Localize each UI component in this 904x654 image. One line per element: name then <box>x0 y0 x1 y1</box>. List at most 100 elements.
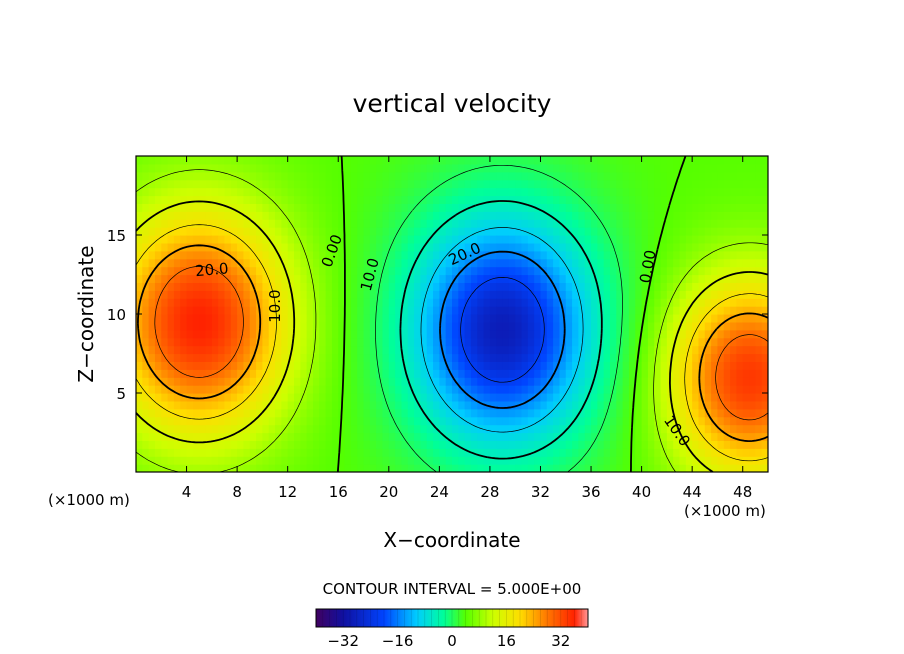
field-cell <box>546 456 554 465</box>
field-cell <box>647 440 655 449</box>
field-cell <box>439 361 447 370</box>
field-cell <box>205 361 213 370</box>
field-cell <box>483 353 491 362</box>
field-cell <box>249 163 257 173</box>
field-cell <box>610 290 617 299</box>
field-cell <box>673 377 681 386</box>
field-cell <box>275 211 282 220</box>
field-cell <box>452 156 459 165</box>
field-cell <box>218 432 226 441</box>
field-cell <box>603 179 611 189</box>
field-cell <box>420 369 428 378</box>
field-cell <box>306 298 314 307</box>
field-cell <box>300 203 308 212</box>
field-cell <box>534 329 542 339</box>
field-cell <box>711 211 719 220</box>
field-cell <box>458 187 466 197</box>
field-cell <box>483 361 491 370</box>
field-cell <box>749 369 756 378</box>
field-cell <box>319 456 327 465</box>
field-cell <box>433 408 440 418</box>
field-cell <box>205 369 213 378</box>
field-cell <box>433 440 440 449</box>
field-cell <box>136 171 143 181</box>
field-cell <box>142 290 150 299</box>
field-cell <box>477 456 485 465</box>
field-cell <box>401 156 409 165</box>
field-cell <box>654 353 662 362</box>
field-cell <box>268 440 276 449</box>
field-cell <box>502 242 510 252</box>
field-cell <box>666 266 674 276</box>
field-cell <box>717 456 725 465</box>
field-cell <box>173 282 181 291</box>
field-cell <box>546 219 554 228</box>
field-cell <box>521 314 529 323</box>
field-cell <box>218 163 226 173</box>
field-cell <box>761 242 768 252</box>
field-cell <box>660 353 668 362</box>
field-cell <box>673 393 681 402</box>
field-cell <box>173 274 181 283</box>
field-cell <box>749 337 756 347</box>
field-cell <box>736 203 744 212</box>
field-cell <box>205 171 213 181</box>
field-cell <box>515 203 523 212</box>
field-cell <box>673 306 681 315</box>
field-cell <box>426 408 434 418</box>
field-cell <box>136 448 143 457</box>
field-cell <box>673 385 681 394</box>
field-cell <box>717 211 725 220</box>
field-cell <box>369 369 377 378</box>
field-cell <box>635 163 643 173</box>
field-cell <box>761 353 768 362</box>
field-cell <box>711 377 719 386</box>
field-cell <box>363 353 371 362</box>
field-cell <box>610 298 617 307</box>
field-cell <box>414 242 421 252</box>
field-cell <box>300 408 308 418</box>
field-cell <box>584 314 592 323</box>
field-cell <box>407 250 415 260</box>
field-cell <box>275 424 282 434</box>
field-cell <box>420 321 428 331</box>
field-cell <box>673 258 681 268</box>
field-cell <box>591 345 598 355</box>
field-cell <box>591 242 598 252</box>
field-cell <box>199 258 207 268</box>
field-cell <box>161 227 169 236</box>
field-cell <box>445 258 453 268</box>
field-cell <box>199 282 207 291</box>
field-cell <box>597 369 605 378</box>
field-cell <box>426 258 434 268</box>
field-cell <box>192 440 200 449</box>
field-cell <box>230 361 238 370</box>
field-cell <box>224 179 232 189</box>
field-cell <box>458 290 466 299</box>
field-cell <box>477 211 485 220</box>
field-cell <box>736 345 744 355</box>
field-cell <box>553 266 561 276</box>
field-cell <box>723 400 731 410</box>
field-cell <box>730 306 737 315</box>
field-cell <box>755 456 763 465</box>
field-cell <box>338 329 346 339</box>
field-cell <box>717 321 725 331</box>
field-cell <box>546 369 554 378</box>
field-cell <box>641 298 649 307</box>
field-cell <box>256 464 263 472</box>
field-cell <box>357 171 365 181</box>
field-cell <box>281 250 289 260</box>
field-cell <box>211 424 219 434</box>
field-cell <box>211 235 219 244</box>
field-cell <box>136 440 143 449</box>
field-cell <box>445 219 453 228</box>
field-cell <box>679 235 687 244</box>
field-cell <box>300 298 308 307</box>
field-cell <box>249 385 257 394</box>
field-cell <box>237 203 245 212</box>
field-cell <box>666 345 674 355</box>
field-cell <box>730 345 737 355</box>
field-cell <box>692 448 700 457</box>
field-cell <box>458 219 466 228</box>
